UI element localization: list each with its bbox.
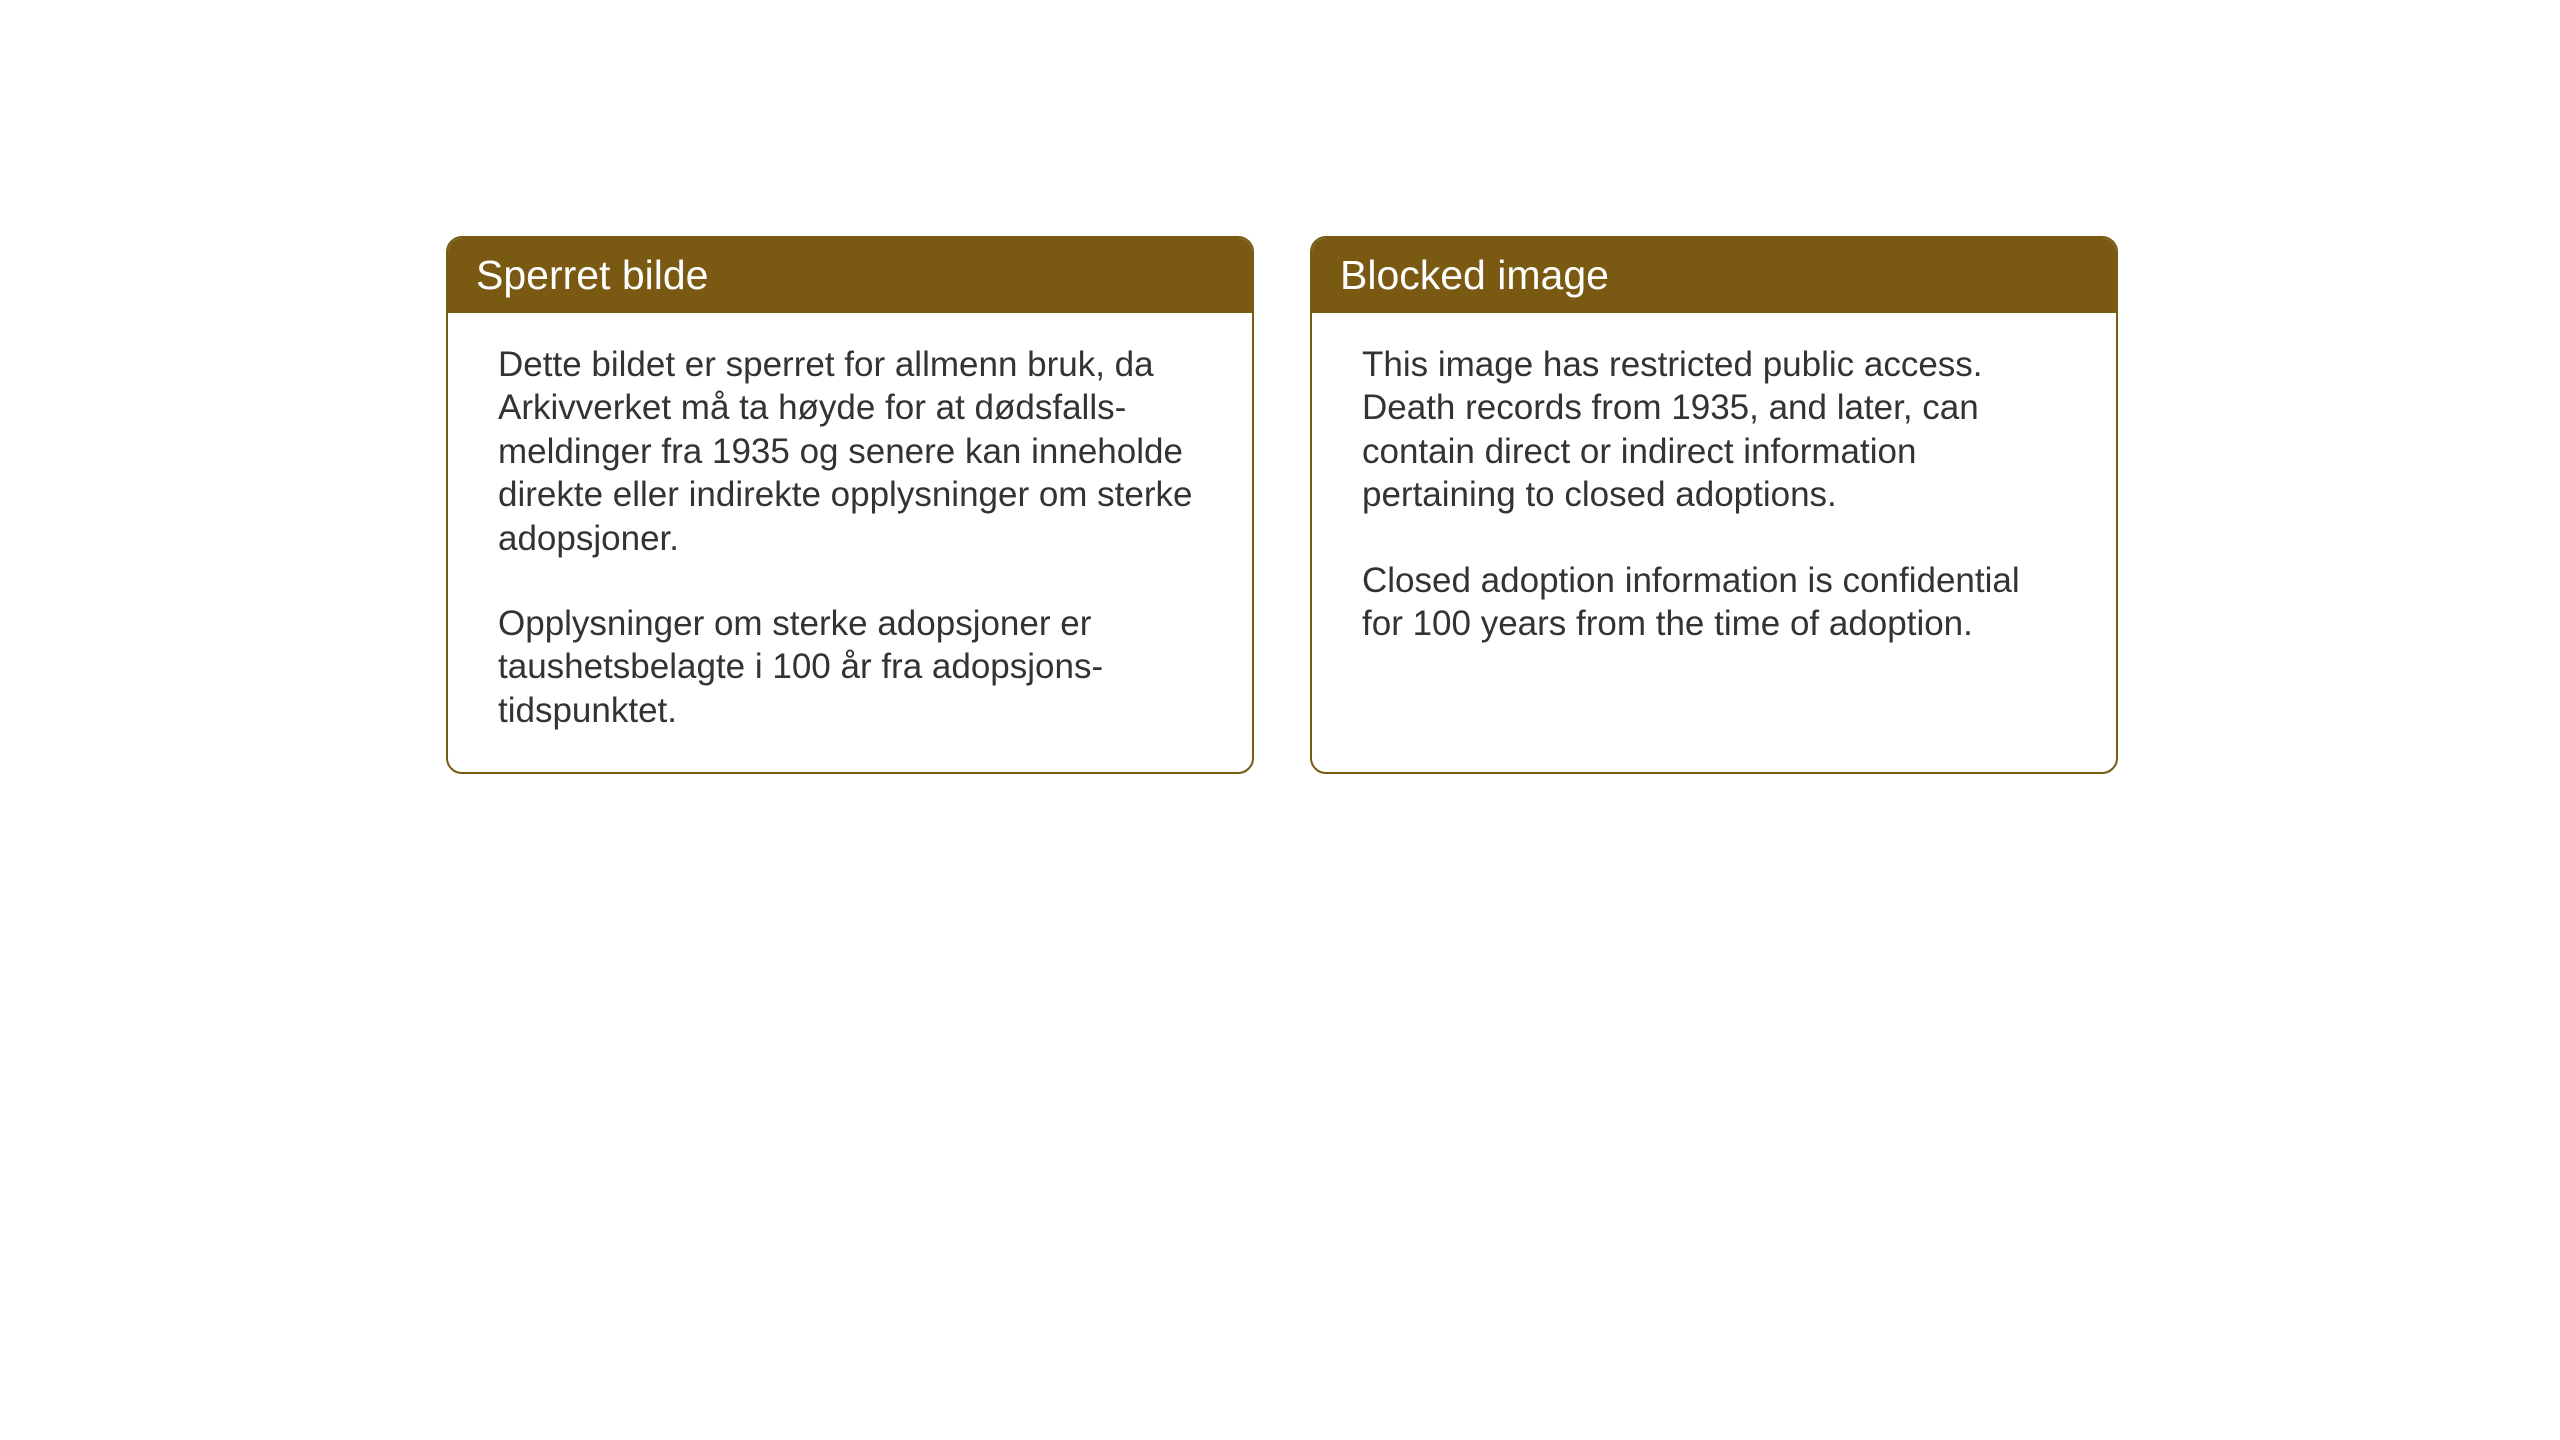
card-header-norwegian: Sperret bilde (448, 238, 1252, 313)
card-body-english: This image has restricted public access.… (1312, 313, 2116, 685)
card-paragraph-2-english: Closed adoption information is confident… (1362, 559, 2066, 646)
notice-card-norwegian: Sperret bilde Dette bildet er sperret fo… (446, 236, 1254, 774)
card-header-english: Blocked image (1312, 238, 2116, 313)
card-paragraph-1-english: This image has restricted public access.… (1362, 343, 2066, 517)
notice-container: Sperret bilde Dette bildet er sperret fo… (446, 236, 2118, 774)
notice-card-english: Blocked image This image has restricted … (1310, 236, 2118, 774)
card-paragraph-1-norwegian: Dette bildet er sperret for allmenn bruk… (498, 343, 1202, 560)
card-paragraph-2-norwegian: Opplysninger om sterke adopsjoner er tau… (498, 602, 1202, 732)
card-body-norwegian: Dette bildet er sperret for allmenn bruk… (448, 313, 1252, 772)
